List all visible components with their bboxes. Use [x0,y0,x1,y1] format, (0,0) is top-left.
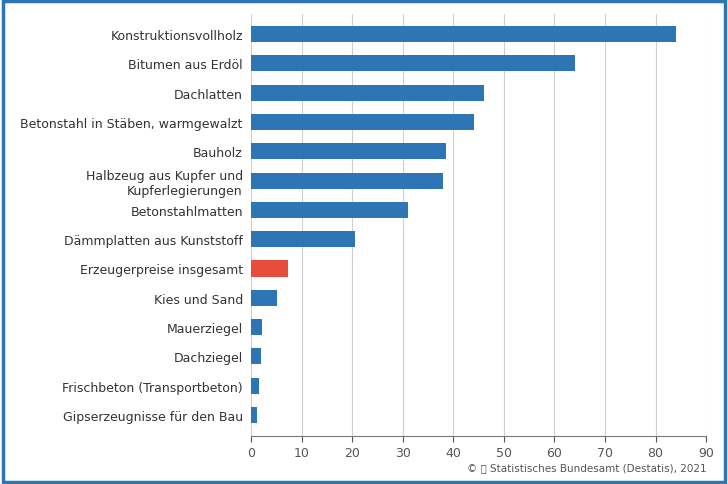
Bar [251,348,261,364]
Bar [251,232,355,248]
Text: © 📊 Statistisches Bundesamt (Destatis), 2021: © 📊 Statistisches Bundesamt (Destatis), … [467,462,706,472]
Bar [251,27,676,43]
Bar [251,378,259,394]
Bar [251,261,288,277]
Bar [251,407,257,423]
Bar [251,202,408,218]
Bar [251,86,483,102]
Bar [251,115,474,131]
Bar [251,290,277,306]
Bar [251,144,446,160]
Bar [251,173,443,189]
Bar [251,319,262,335]
Bar [251,56,574,72]
